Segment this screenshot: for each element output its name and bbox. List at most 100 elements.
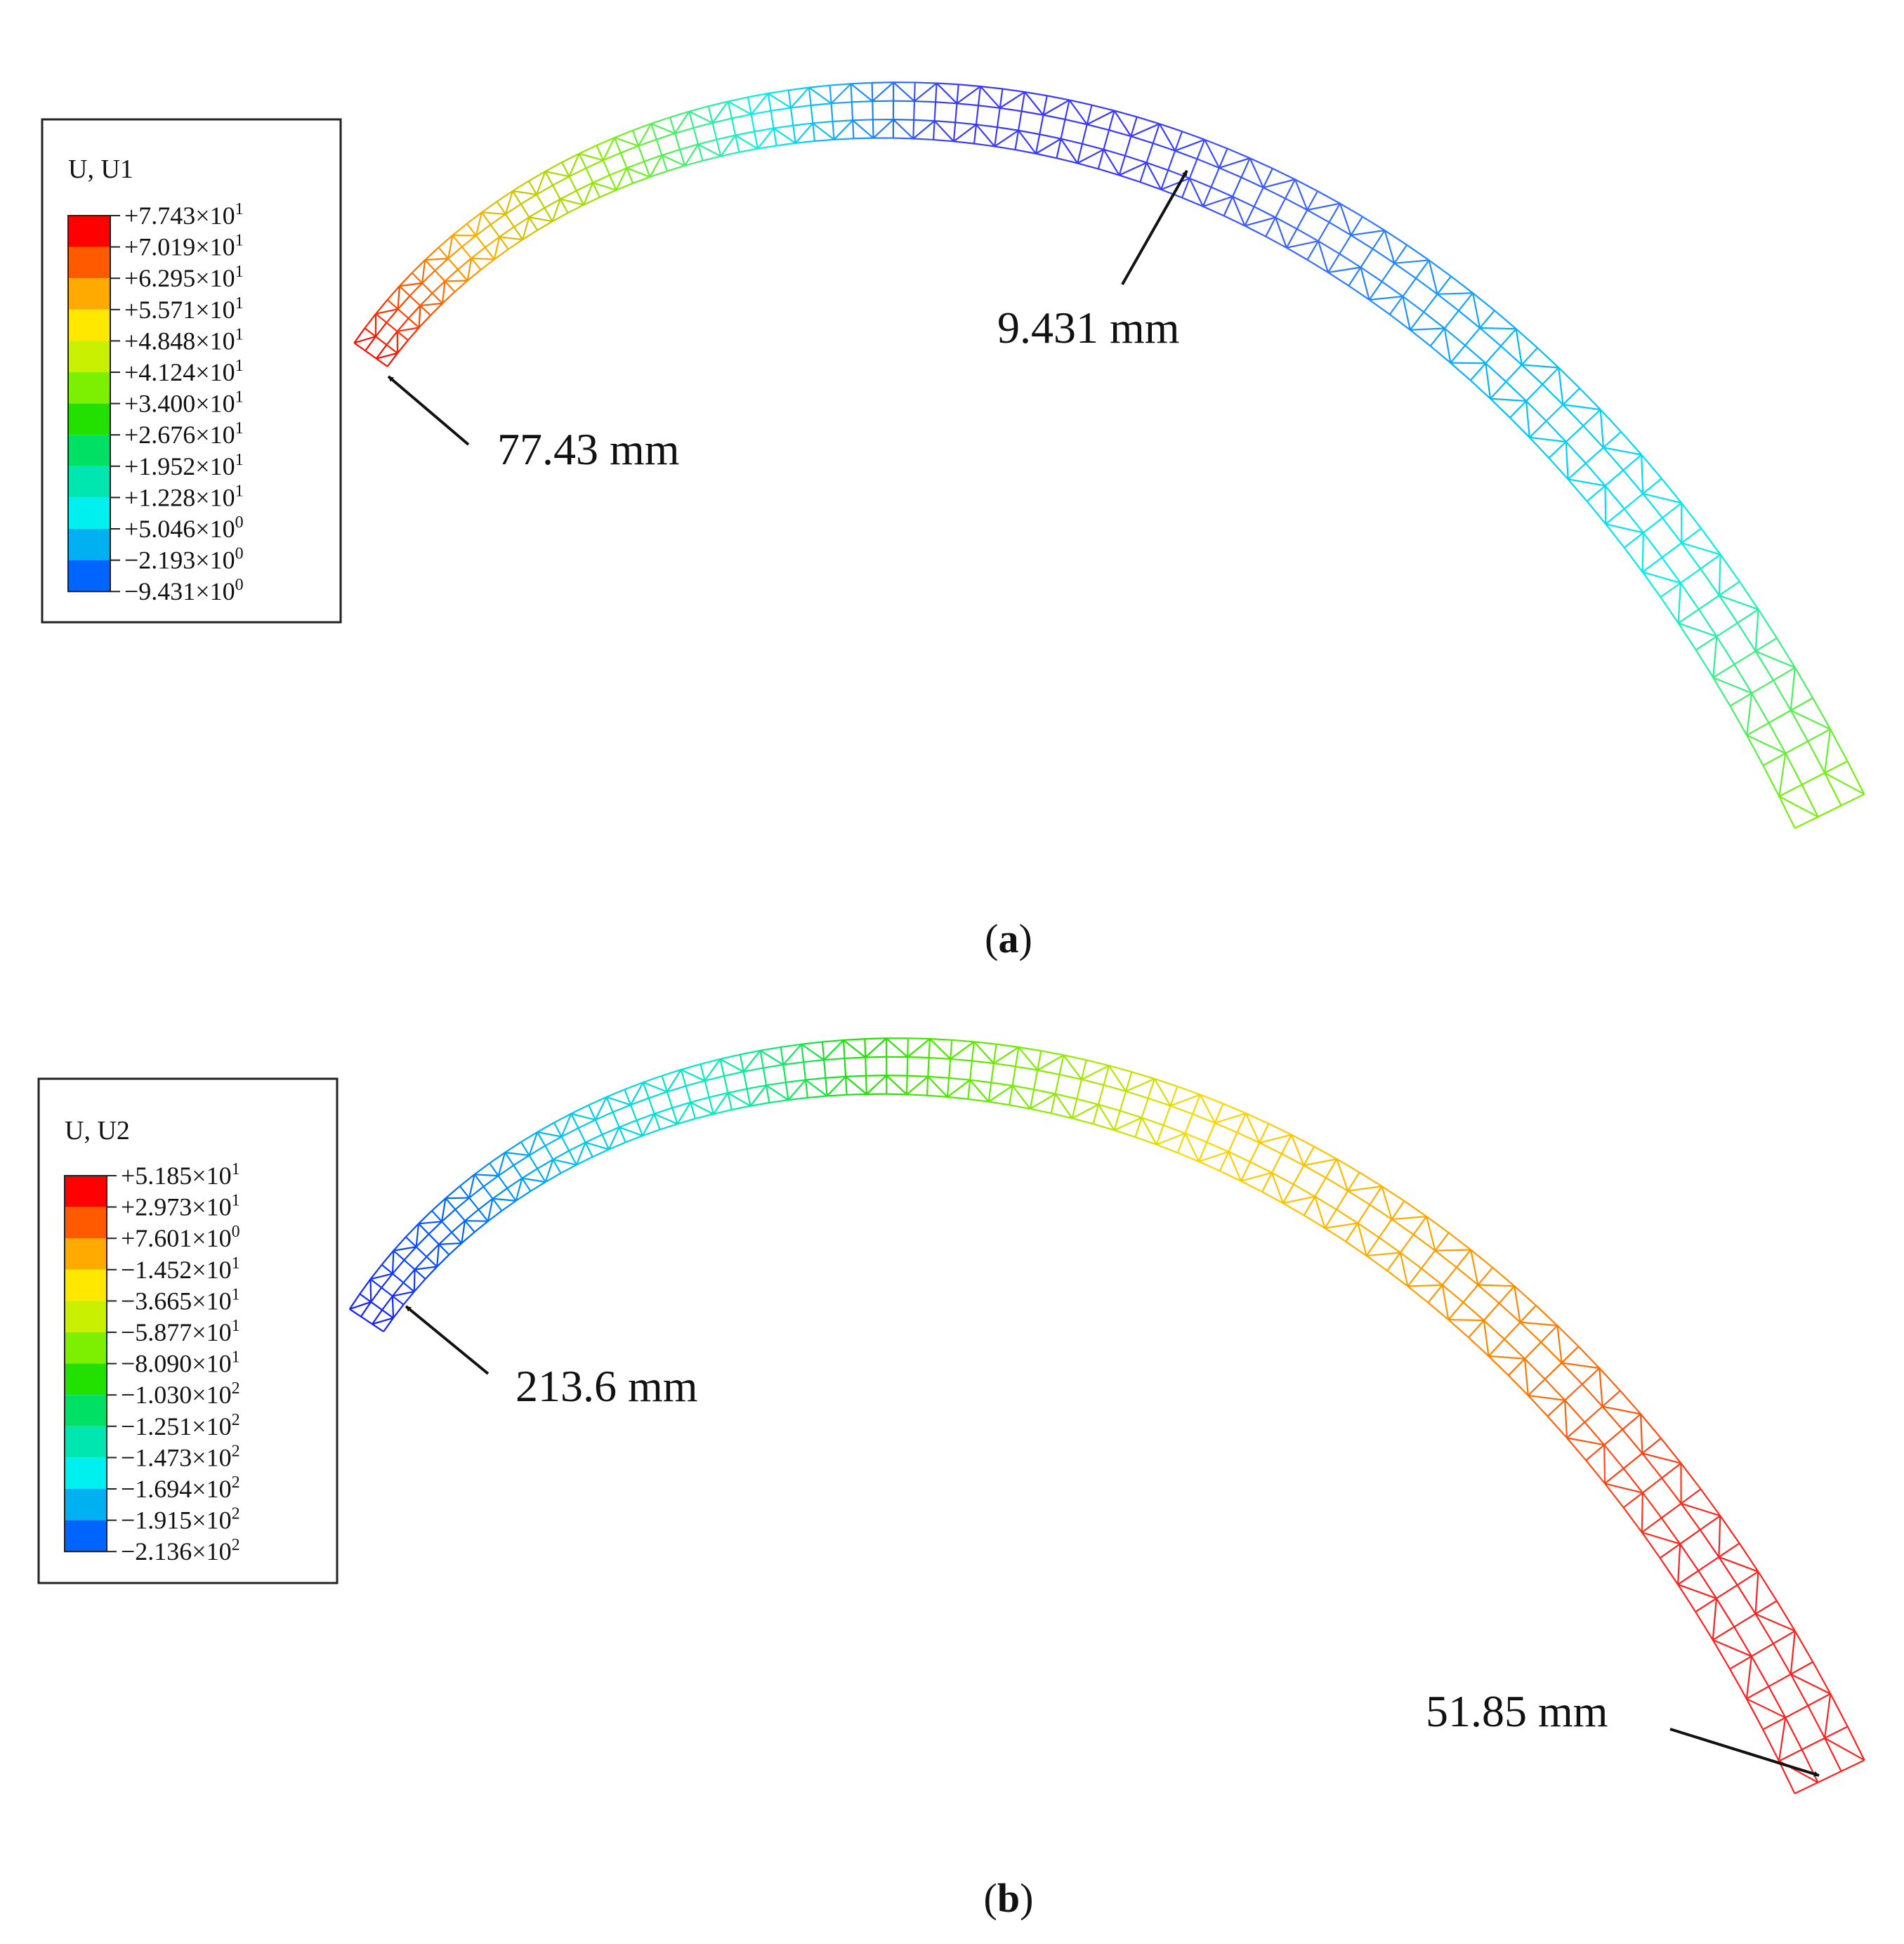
legend-value: −8.090×101 [121,1348,240,1378]
mesh-segment [631,122,668,178]
mesh-segment [1447,1266,1515,1339]
legend-swatch [65,1363,107,1395]
mesh-segment [1729,666,1814,736]
legend-b: U, U2 +5.185×101+2.973×101+7.601×100−1.4… [37,1077,339,1584]
mesh-segment [405,1223,450,1268]
mesh-segment [1365,1200,1427,1272]
mesh-segment [1261,1134,1315,1204]
mesh-segment [1547,1367,1621,1439]
legend-value: +6.295×101 [124,263,244,292]
mesh-segment [1050,1054,1086,1119]
legend-value: −1.251×102 [121,1411,240,1440]
legend-value: +2.973×101 [121,1192,240,1221]
mesh-segment [1219,1112,1269,1182]
arch-mesh-a [353,81,1865,829]
mesh-segment [588,1096,626,1150]
legend-value: −3.665×101 [121,1285,240,1315]
mesh-segment [987,1043,1019,1106]
mesh-segment [1303,1158,1360,1229]
mesh-segment [1427,1249,1493,1320]
mesh-segment [1745,1661,1832,1730]
legend-swatch [68,466,110,498]
mesh-segment [1585,1413,1662,1485]
mesh-segment [669,110,703,166]
legend-swatch [68,309,110,341]
mesh-segment [1327,216,1386,287]
mesh-segment [759,1046,789,1104]
mesh-segment [700,1058,733,1115]
mesh-segment [994,88,1025,151]
legend-swatch [65,1332,107,1364]
legend-value: +5.571×101 [124,294,244,324]
arrow-b-right [1669,1728,1820,1777]
legend-swatch [65,1520,107,1552]
mesh-segment [1712,637,1796,707]
legend-value: +1.952×101 [124,451,244,480]
legend-swatch [68,372,110,404]
mesh-segment [1586,454,1662,525]
annotation-b-right-label: 51.85 mm [1426,1686,1608,1736]
mesh-segment [1056,99,1092,164]
mesh-segment [1488,1304,1558,1377]
mesh-segment [1622,1462,1702,1533]
legend-a: U, U1 +7.743×101+7.019×101+6.295×101+5.5… [41,118,342,624]
mesh-segment [739,1049,770,1107]
mesh-segment [1176,1094,1223,1162]
legend-swatch [68,435,110,466]
mesh-segment [1469,328,1538,400]
mesh-segment [1388,259,1452,331]
mesh-segment [1077,104,1115,170]
mesh-segment [398,272,443,316]
mesh-segment [850,81,874,140]
mesh-segment [808,84,835,142]
mesh-segment [1509,367,1580,438]
mesh-segment [537,1122,577,1174]
mesh-segment [688,105,721,162]
mesh-segment [1009,1046,1042,1110]
legend-value: +4.124×101 [124,357,244,386]
mesh-segment [1567,431,1642,502]
panel-b: U, U2 +5.185×101+2.973×101+7.601×100−1.4… [37,1037,1865,1921]
legend-value: −1.452×101 [121,1254,240,1284]
mesh-segment [570,1104,610,1158]
legend-swatch [65,1395,107,1426]
mesh-segment [624,1082,660,1137]
mesh-segment [1778,1726,1865,1794]
mesh-segment [1450,310,1517,381]
mesh-segment [1282,1145,1337,1216]
legend-b-colorbar: +5.185×101+2.973×101+7.601×100−1.452×101… [64,1160,240,1565]
mesh-segment [1695,1570,1778,1641]
mesh-segment [1660,553,1740,624]
mesh-segment [481,200,523,250]
mesh-segment [596,137,633,191]
legend-swatch [65,1457,107,1489]
mesh-segment [1324,1171,1383,1242]
mesh-segment [967,1041,997,1103]
mesh-segment [1641,527,1721,598]
mesh-segment [578,145,617,198]
mesh-segment [1468,1285,1537,1357]
mesh-segment [1244,167,1296,237]
legend-value: −2.193×100 [124,545,244,574]
mesh-segment [544,162,584,214]
mesh-segment [1490,347,1560,419]
mesh-segment [438,235,482,282]
mesh-segment [1729,1630,1814,1700]
mesh-segment [1762,1693,1849,1762]
legend-value: −1.915×102 [121,1505,240,1535]
mesh-segment [767,89,796,147]
legend-swatch [68,341,110,372]
mesh-segment [871,81,894,139]
mesh-segment [719,1053,751,1111]
mesh-segment [1097,110,1138,176]
mesh-segment [926,1038,952,1098]
mesh-segment [1677,581,1759,651]
mesh-segment [431,1197,475,1244]
mesh-segment [1659,1515,1740,1585]
mesh-segment [561,152,600,206]
mesh-segment [1778,760,1865,829]
mesh-segment [605,1089,643,1143]
mesh-segment [512,180,553,231]
mesh-segment [504,1141,546,1193]
mesh-segment [946,1039,975,1100]
